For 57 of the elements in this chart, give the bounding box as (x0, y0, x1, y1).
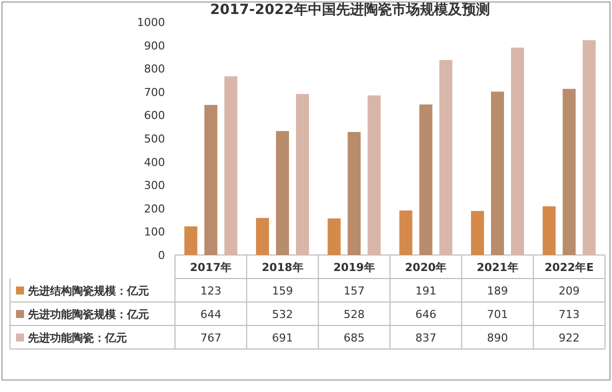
data-label: 189 (487, 284, 508, 298)
data-label: 123 (200, 284, 222, 298)
data-label: 644 (200, 308, 222, 321)
bar (419, 104, 432, 255)
data-label: 209 (558, 284, 580, 298)
bar (224, 76, 238, 255)
y-tick-label: 800 (144, 62, 165, 76)
y-tick-label: 900 (144, 39, 165, 52)
data-label: 837 (415, 332, 436, 344)
data-label: 713 (558, 308, 580, 321)
bar (471, 210, 484, 255)
data-label: 532 (272, 308, 293, 321)
bar (328, 218, 341, 255)
bar (582, 40, 596, 255)
chart-title: 2017-2022年中国先进陶瓷市场规模及预测 (210, 1, 490, 18)
x-tick-label: 2019年 (333, 261, 375, 274)
bar (184, 226, 198, 255)
data-label: 701 (487, 308, 508, 321)
bar (348, 132, 361, 255)
x-tick-label: 2017年 (190, 261, 232, 274)
data-label: 157 (344, 284, 365, 298)
bar (296, 94, 309, 255)
data-label: 528 (344, 308, 365, 321)
y-tick-label: 700 (144, 86, 165, 99)
bar (511, 48, 524, 255)
x-tick-label: 2022年E (544, 261, 594, 274)
legend-label: 先进结构陶瓷规模：亿元 (27, 284, 149, 298)
bar (368, 95, 381, 255)
y-tick-label: 0 (158, 249, 165, 262)
bar (542, 206, 556, 255)
y-tick-label: 500 (144, 132, 165, 146)
bar (562, 88, 576, 255)
x-tick-label: 2020年 (405, 261, 447, 274)
bar (256, 218, 269, 255)
y-tick-label: 300 (144, 179, 165, 192)
legend-label: 先进功能陶瓷规模：亿元 (27, 308, 149, 321)
data-label: 922 (558, 332, 580, 344)
y-tick-label: 400 (144, 156, 165, 169)
data-label: 890 (487, 332, 508, 344)
bar (276, 131, 289, 255)
data-label: 685 (344, 332, 365, 344)
x-tick-label: 2018年 (262, 261, 304, 274)
bar (439, 60, 452, 255)
data-label: 646 (415, 308, 436, 321)
data-label: 159 (272, 284, 293, 298)
y-tick-label: 100 (144, 226, 165, 239)
bar (399, 210, 412, 255)
legend-label: 先进功能陶瓷：亿元 (27, 332, 127, 344)
y-tick-label: 200 (144, 202, 165, 216)
data-label: 691 (272, 332, 293, 344)
x-tick-label: 2021年 (476, 261, 518, 274)
bar (204, 104, 218, 255)
y-tick-label: 1000 (137, 16, 165, 29)
y-tick-label: 600 (144, 109, 165, 122)
bar (491, 92, 504, 255)
data-label: 767 (200, 332, 222, 344)
data-label: 191 (415, 284, 436, 298)
